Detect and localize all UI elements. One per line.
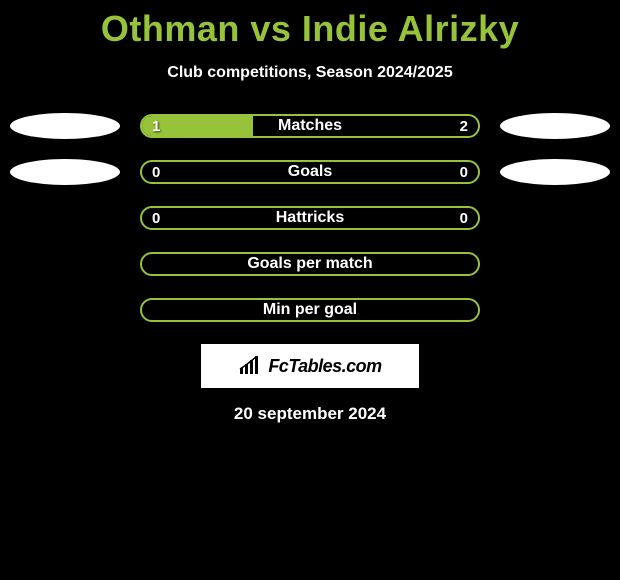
player1-badge (10, 159, 120, 185)
subtitle: Club competitions, Season 2024/2025 (0, 64, 620, 82)
stat-label: Matches (278, 117, 342, 135)
stat-row-mpg: Min per goal (0, 298, 620, 322)
stat-right-value: 0 (460, 210, 468, 227)
stats-container: 1 Matches 2 0 Goals 0 0 Hattricks 0 (0, 114, 620, 322)
stat-right-value: 2 (460, 118, 468, 135)
stat-left-value: 0 (152, 210, 160, 227)
stat-row-gpm: Goals per match (0, 252, 620, 276)
stat-label: Goals (288, 163, 332, 181)
branding-text: FcTables.com (268, 356, 381, 377)
branding-box[interactable]: FcTables.com (201, 344, 419, 388)
stat-label: Hattricks (276, 209, 344, 227)
stat-right-value: 0 (460, 164, 468, 181)
stat-bar: 0 Goals 0 (140, 160, 480, 184)
chart-icon (238, 356, 262, 376)
player2-badge (500, 159, 610, 185)
stat-bar: Min per goal (140, 298, 480, 322)
stat-label: Min per goal (263, 301, 357, 319)
stat-label: Goals per match (247, 255, 372, 273)
stat-row-hattricks: 0 Hattricks 0 (0, 206, 620, 230)
stat-left-value: 0 (152, 164, 160, 181)
stat-bar: 0 Hattricks 0 (140, 206, 480, 230)
stat-row-goals: 0 Goals 0 (0, 160, 620, 184)
page-title: Othman vs Indie Alrizky (0, 0, 620, 50)
player1-badge (10, 113, 120, 139)
date-text: 20 september 2024 (0, 404, 620, 424)
stat-bar: 1 Matches 2 (140, 114, 480, 138)
player2-badge (500, 113, 610, 139)
stat-row-matches: 1 Matches 2 (0, 114, 620, 138)
stat-left-value: 1 (152, 118, 160, 135)
stat-bar: Goals per match (140, 252, 480, 276)
